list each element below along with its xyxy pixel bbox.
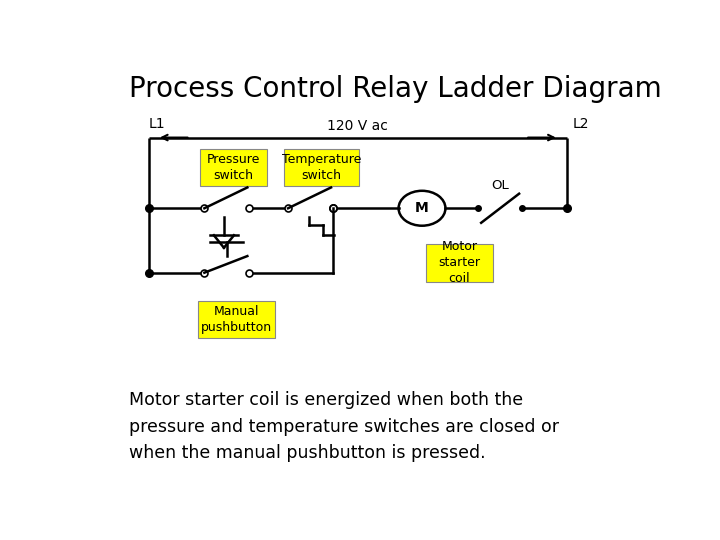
Text: Process Control Relay Ladder Diagram: Process Control Relay Ladder Diagram [129, 75, 662, 103]
Text: Pressure
switch: Pressure switch [207, 153, 260, 182]
Text: L2: L2 [572, 117, 589, 131]
Text: Manual
pushbutton: Manual pushbutton [201, 305, 271, 334]
Text: M: M [415, 201, 429, 215]
FancyBboxPatch shape [284, 149, 359, 186]
FancyBboxPatch shape [426, 244, 493, 282]
FancyBboxPatch shape [198, 301, 275, 338]
Text: OL: OL [491, 179, 509, 192]
Text: L1: L1 [148, 117, 165, 131]
FancyBboxPatch shape [200, 149, 267, 186]
Text: Temperature
switch: Temperature switch [282, 153, 361, 182]
Text: Motor starter coil is energized when both the
pressure and temperature switches : Motor starter coil is energized when bot… [129, 391, 559, 462]
Text: Motor
starter
coil: Motor starter coil [438, 240, 480, 285]
Text: 120 V ac: 120 V ac [328, 119, 388, 133]
